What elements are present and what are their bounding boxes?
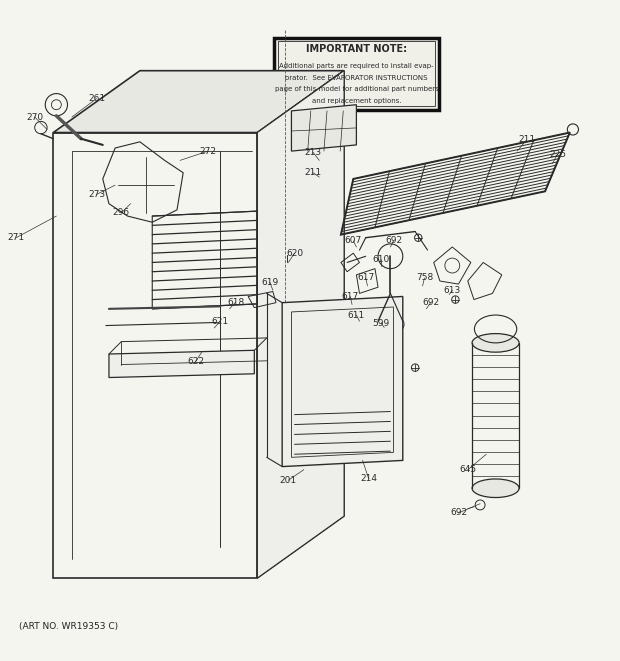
Text: 618: 618 — [227, 297, 244, 307]
Text: IMPORTANT NOTE:: IMPORTANT NOTE: — [306, 44, 407, 54]
Polygon shape — [291, 104, 356, 151]
Text: 692: 692 — [385, 236, 402, 245]
Text: and replacement options.: and replacement options. — [312, 98, 401, 104]
Text: 617: 617 — [342, 292, 359, 301]
Text: page of this model for additional part numbers: page of this model for additional part n… — [275, 87, 438, 93]
Text: 271: 271 — [7, 233, 25, 242]
Text: 211: 211 — [518, 136, 535, 145]
Text: 620: 620 — [286, 249, 303, 258]
Polygon shape — [257, 71, 344, 578]
Ellipse shape — [472, 334, 519, 352]
Polygon shape — [282, 297, 403, 467]
FancyBboxPatch shape — [278, 41, 435, 106]
Text: ereplacementparts.com: ereplacementparts.com — [186, 286, 311, 295]
Text: 211: 211 — [304, 169, 322, 177]
Text: 599: 599 — [373, 319, 390, 328]
Text: Additional parts are required to install evap-: Additional parts are required to install… — [279, 63, 434, 69]
Text: 272: 272 — [200, 147, 216, 155]
Text: 296: 296 — [113, 208, 130, 217]
Text: orator.  See EVAPORATOR INSTRUCTIONS: orator. See EVAPORATOR INSTRUCTIONS — [285, 75, 428, 81]
Text: 611: 611 — [348, 311, 365, 319]
Text: 270: 270 — [26, 112, 43, 122]
Text: 692: 692 — [422, 298, 439, 307]
Text: 261: 261 — [88, 94, 105, 103]
Text: 619: 619 — [261, 278, 278, 287]
Text: 692: 692 — [450, 508, 467, 518]
Circle shape — [115, 154, 177, 216]
Text: (ART NO. WR19353 C): (ART NO. WR19353 C) — [19, 622, 118, 631]
Polygon shape — [109, 350, 254, 377]
Text: 201: 201 — [280, 476, 297, 485]
Text: 621: 621 — [212, 317, 229, 326]
Text: 273: 273 — [88, 190, 105, 199]
Text: 213: 213 — [304, 148, 322, 157]
Text: 610: 610 — [373, 255, 390, 264]
Text: 758: 758 — [416, 274, 433, 282]
Text: 607: 607 — [345, 236, 362, 245]
FancyBboxPatch shape — [274, 38, 439, 110]
Polygon shape — [53, 71, 344, 133]
Text: 613: 613 — [444, 286, 461, 295]
Text: 617: 617 — [357, 274, 374, 282]
Text: 214: 214 — [360, 475, 377, 483]
Text: 225: 225 — [549, 149, 566, 159]
Circle shape — [285, 245, 289, 249]
Polygon shape — [53, 133, 257, 578]
Text: 622: 622 — [187, 357, 204, 366]
Polygon shape — [257, 71, 344, 578]
Text: 645: 645 — [459, 465, 476, 474]
Ellipse shape — [472, 479, 519, 498]
